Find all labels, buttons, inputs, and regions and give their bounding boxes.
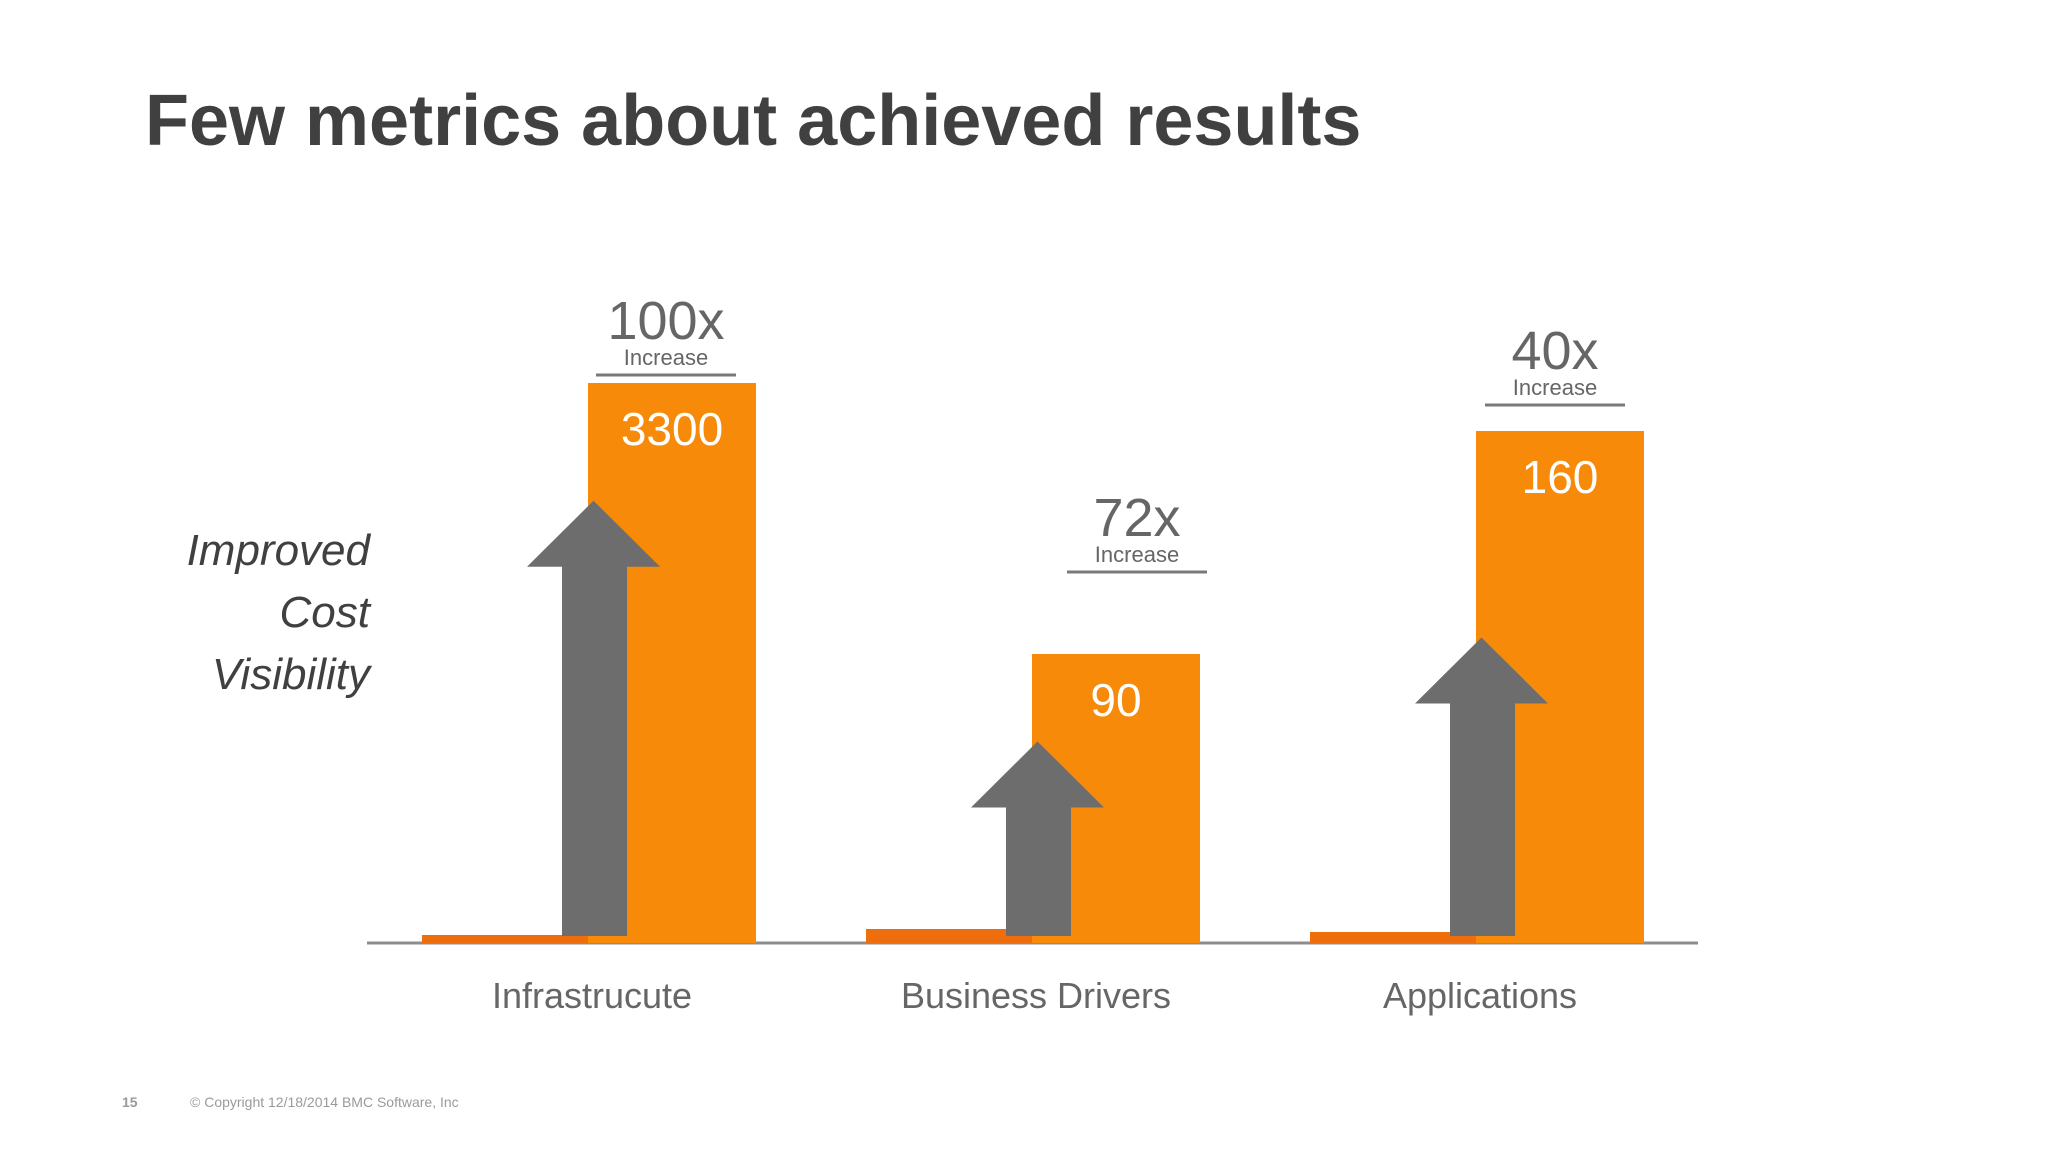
bar-value-label: 90 [1090, 674, 1141, 726]
baseline-bar [866, 929, 1036, 943]
bar-value-label: 160 [1522, 451, 1599, 503]
side-label-line: Improved [186, 526, 370, 575]
multiplier-sub-label: Increase [1513, 375, 1597, 400]
multiplier-sub-label: Increase [1095, 542, 1179, 567]
multiplier-label: 40x [1511, 321, 1598, 381]
category-label: Infrastrucute [492, 975, 692, 1016]
category-label: Business Drivers [901, 975, 1171, 1016]
side-label: Improved Cost Visibility [140, 520, 370, 706]
baseline-bar [422, 935, 592, 943]
bar-value-label: 3300 [621, 403, 723, 455]
side-label-line: Cost [279, 588, 370, 637]
multiplier-label: 72x [1093, 488, 1180, 548]
copyright-notice: © Copyright 12/18/2014 BMC Software, Inc [190, 1094, 459, 1110]
page-number: 15 [122, 1094, 138, 1110]
slide-title: Few metrics about achieved results [145, 81, 1362, 161]
multiplier-label: 100x [607, 291, 724, 351]
arrow-up-icon [1415, 637, 1548, 936]
multiplier-sub-label: Increase [624, 345, 708, 370]
side-label-line: Visibility [211, 650, 370, 699]
baseline-bar [1310, 932, 1480, 943]
arrow-up-icon [527, 500, 660, 936]
category-label: Applications [1383, 975, 1577, 1016]
arrow-up-icon [971, 741, 1104, 936]
